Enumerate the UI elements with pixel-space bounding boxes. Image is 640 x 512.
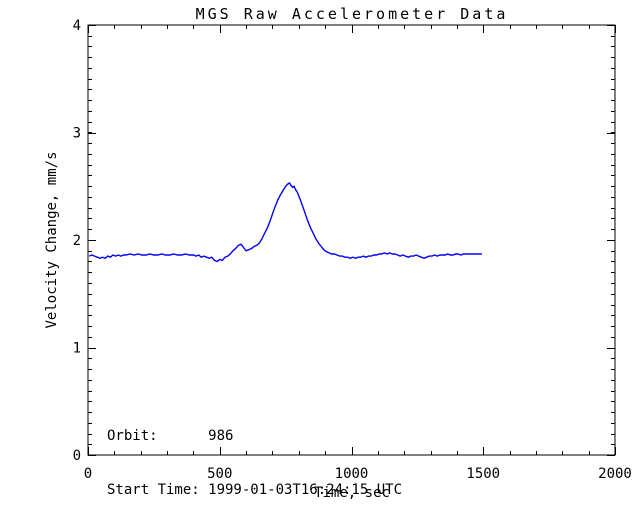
tick-labels: 0 500 1000 1500 2000 0 1 2 3 4: [73, 18, 632, 482]
x-tick-label: 0: [84, 466, 92, 482]
annotations-block: Orbit: 986 Start Time: 1999-01-03T16:24:…: [107, 391, 402, 512]
orbit-annotation: Orbit: 986: [107, 428, 234, 444]
y-axis-label: Velocity Change, mm/s: [44, 151, 60, 328]
start-time-annotation: Start Time: 1999-01-03T16:24:15 UTC: [107, 482, 403, 498]
x-tick-label: 1500: [466, 466, 500, 482]
y-tick-label: 3: [73, 126, 81, 142]
chart-title: MGS Raw Accelerometer Data: [196, 5, 509, 23]
x-tick-label: 1000: [335, 466, 369, 482]
y-tick-label: 2: [73, 233, 81, 249]
x-tick-label: 500: [207, 466, 232, 482]
y-tick-label: 4: [73, 18, 81, 34]
y-tick-label: 0: [73, 448, 81, 464]
x-axis-label: Time, sec: [314, 485, 390, 501]
axis-ticks: [87, 24, 616, 456]
x-tick-label: 2000: [598, 466, 632, 482]
data-line: [89, 182, 482, 263]
y-tick-label: 1: [73, 341, 81, 357]
